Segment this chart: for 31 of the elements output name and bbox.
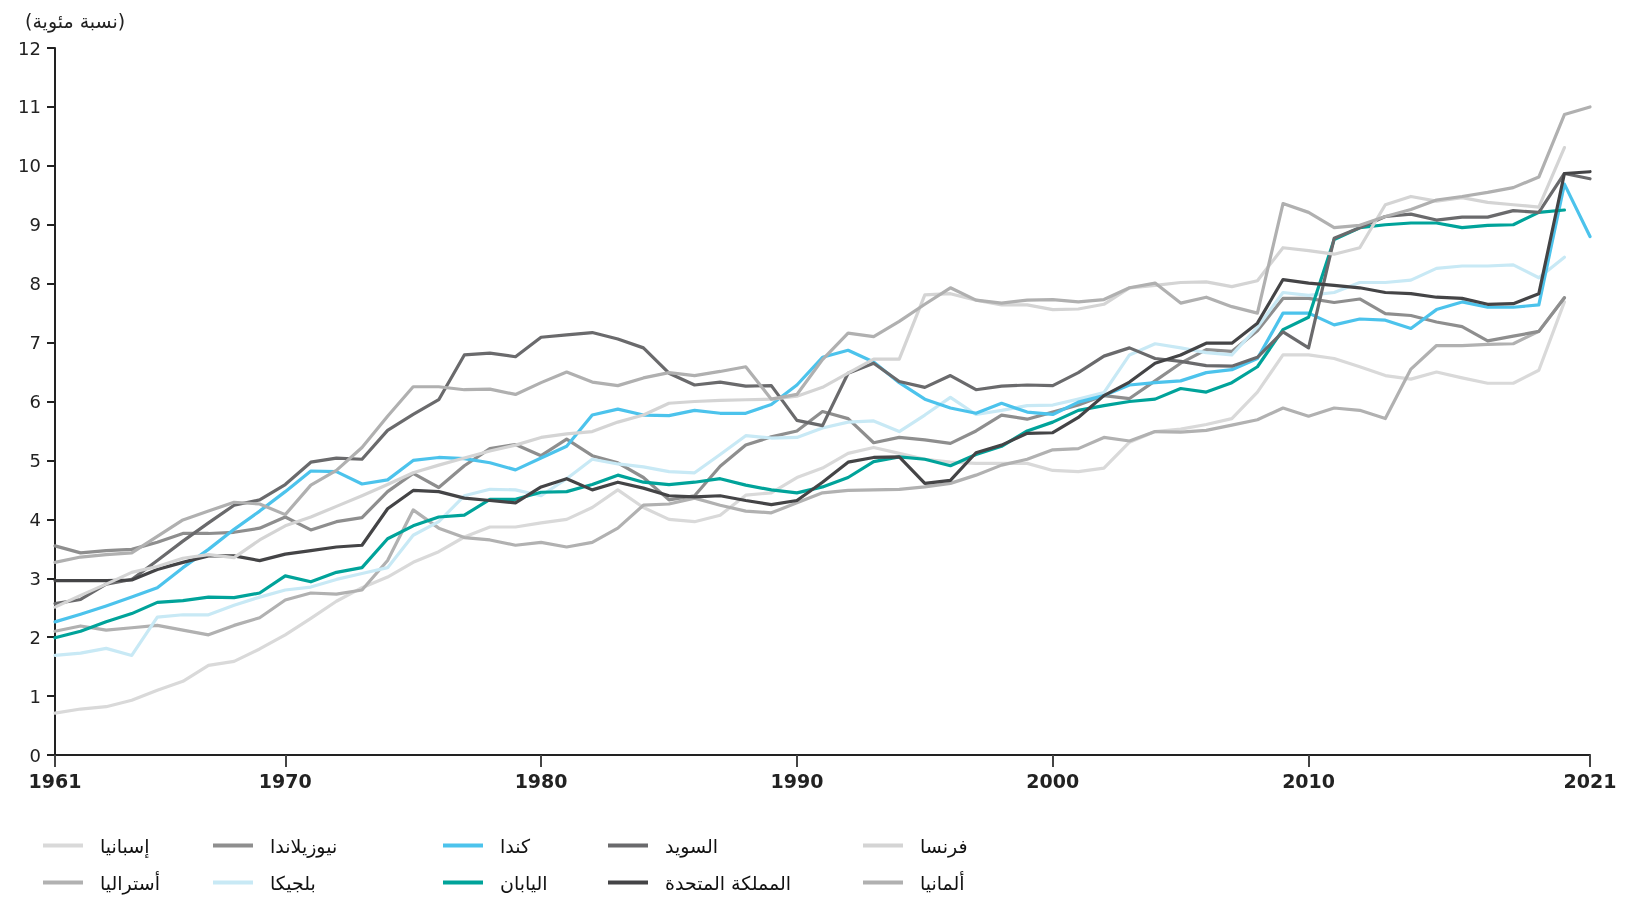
x-tick-label: 1990 [770,769,824,792]
y-tick-label: 9 [29,214,41,236]
legend-label: اليابان [500,871,548,894]
legend-label: فرنسا [920,834,968,858]
y-tick-label: 0 [29,744,41,766]
x-tick-label: 2021 [1563,769,1617,792]
x-tick-label: 2000 [1026,769,1080,792]
legend-label: نيوزيلاندا [270,834,338,858]
y-tick-label: 6 [29,391,41,412]
legend-label: المملكة المتحدة [665,871,792,894]
legend-label: ألمانيا [920,870,965,894]
x-tick-label: 2010 [1282,769,1336,792]
y-tick-label: 11 [18,96,41,118]
x-tick-label: 1980 [514,769,568,792]
y-tick-label: 8 [29,273,41,295]
legend-label: بلجيكا [270,871,316,894]
y-tick-label: 5 [29,449,41,471]
y-tick-label: 4 [29,508,41,530]
legend-label: السويد [665,834,719,858]
x-tick-label: 1970 [258,769,312,792]
y-tick-label: 2 [29,626,41,648]
y-tick-label: 1 [29,685,41,707]
legend-label: كندا [500,834,531,857]
y-tick-label: 3 [29,567,41,589]
y-tick-label: 10 [18,155,41,177]
y-tick-label: 7 [29,332,41,354]
y-tick-label: 12 [18,37,41,59]
y-axis-title: (نسبة مئوية) [25,9,126,33]
legend-label: أستراليا [100,870,161,895]
x-tick-label: 1961 [28,769,82,792]
legend-label: إسبانيا [100,834,150,859]
